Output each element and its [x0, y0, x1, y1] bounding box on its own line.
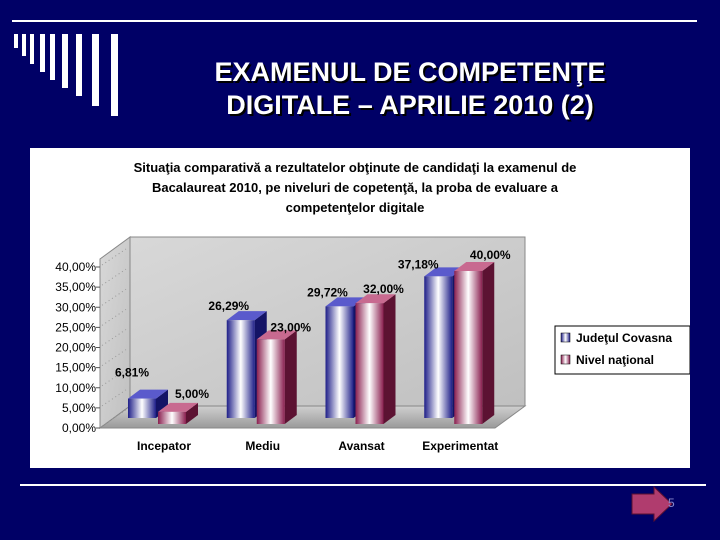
bar-chart: Situaţia comparativă a rezultatelor obţi… [55, 160, 690, 453]
bar-top-face [355, 294, 396, 304]
bar-side-face [186, 402, 198, 424]
bar [158, 411, 186, 424]
next-arrow-icon[interactable] [630, 486, 674, 522]
bar [256, 339, 285, 424]
data-label: 29,72% [307, 285, 348, 299]
page-number: 5 [668, 496, 675, 510]
chart-title-line: Situaţia comparativă a rezultatelor obţi… [134, 160, 577, 175]
y-grid-depth-line [101, 369, 127, 387]
y-tick-label: 5,00% [62, 401, 96, 415]
bar [226, 320, 255, 418]
bar [454, 271, 483, 424]
slide-title-line1: EXAMENUL DE COMPETENŢE [214, 57, 606, 87]
legend-box [554, 325, 690, 375]
y-tick-label: 30,00% [55, 300, 96, 314]
y-tick-label: 40,00% [55, 260, 96, 274]
bar [128, 398, 156, 418]
data-label: 40,00% [470, 248, 511, 262]
data-label: 6,81% [115, 366, 149, 380]
top-rule [12, 20, 697, 22]
y-tick-label: 35,00% [55, 280, 96, 294]
x-category-label: Incepator [137, 439, 191, 453]
x-category-label: Mediu [245, 439, 280, 453]
y-grid-depth-line [101, 389, 127, 407]
y-grid-depth-line [101, 268, 127, 286]
data-label: 26,29% [208, 299, 249, 313]
data-label: 37,18% [398, 257, 439, 271]
legend-label: Nivel naţional [576, 353, 654, 367]
bar-top-face [454, 262, 495, 271]
bar-top-face [226, 311, 267, 321]
legend-swatch [560, 332, 571, 343]
y-tick-label: 0,00% [62, 421, 96, 435]
y-tick-label: 15,00% [55, 361, 96, 375]
legend-swatch [560, 354, 571, 365]
x-category-label: Experimentat [422, 439, 498, 453]
y-grid-depth-line [101, 409, 127, 427]
bar-top-face [128, 389, 168, 399]
legend-label: Judeţul Covasna [576, 331, 672, 345]
x-category-label: Avansat [338, 439, 384, 453]
bar-top-face [256, 330, 297, 340]
y-tick-label: 20,00% [55, 341, 96, 355]
data-label: 32,00% [363, 282, 404, 296]
y-tick-label: 25,00% [55, 320, 96, 334]
chart-floor [98, 405, 527, 429]
chart-title-line: competenţelor digitale [286, 200, 425, 215]
chart-side-wall [99, 236, 131, 429]
bar-side-face [383, 294, 396, 424]
slide-title-line2: DIGITALE – APRILIE 2010 (2) [226, 90, 594, 120]
data-label: 23,00% [270, 320, 311, 334]
bar-top-face [158, 402, 198, 412]
slide-title: EXAMENUL DE COMPETENŢE DIGITALE – APRILI… [150, 56, 670, 122]
chart-panel: Situaţia comparativă a rezultatelor obţi… [30, 148, 690, 468]
bar [325, 306, 354, 418]
y-grid-depth-line [101, 329, 127, 346]
bar-side-face [284, 330, 297, 424]
y-grid-depth-line [101, 248, 127, 266]
bar [424, 276, 453, 418]
bar [355, 303, 384, 424]
y-grid-depth-line [101, 288, 127, 306]
chart-title-line: Bacalaureat 2010, pe niveluri de copeten… [152, 180, 559, 195]
y-grid-depth-line [101, 308, 127, 326]
bottom-rule [20, 484, 706, 486]
bar-side-face [482, 262, 495, 424]
data-label: 5,00% [175, 387, 209, 401]
y-tick-label: 10,00% [55, 381, 96, 395]
y-grid-depth-line [101, 349, 127, 367]
